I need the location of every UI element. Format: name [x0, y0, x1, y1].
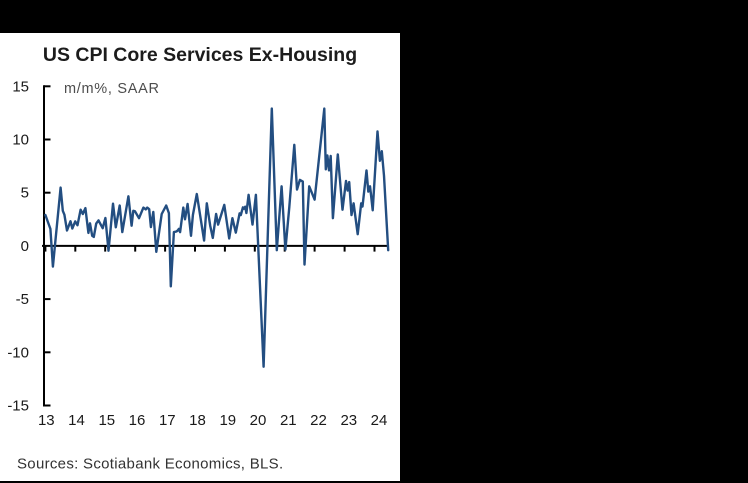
svg-text:18: 18 — [189, 412, 206, 429]
svg-text:Sources: Scotiabank Economics,: Sources: Scotiabank Economics, BLS. — [17, 456, 283, 473]
svg-text:-10: -10 — [7, 344, 29, 361]
svg-text:-5: -5 — [16, 291, 29, 308]
svg-text:10: 10 — [12, 132, 29, 149]
svg-text:5: 5 — [21, 185, 29, 202]
svg-text:14: 14 — [68, 412, 85, 429]
svg-text:21: 21 — [280, 412, 297, 429]
svg-text:-15: -15 — [7, 398, 29, 415]
svg-text:24: 24 — [371, 412, 388, 429]
svg-text:15: 15 — [12, 78, 29, 95]
svg-text:17: 17 — [159, 412, 176, 429]
svg-text:16: 16 — [129, 412, 146, 429]
svg-text:15: 15 — [98, 412, 115, 429]
svg-text:0: 0 — [21, 238, 29, 255]
svg-text:m/m%, SAAR: m/m%, SAAR — [64, 81, 160, 97]
svg-text:13: 13 — [38, 412, 55, 429]
svg-text:19: 19 — [219, 412, 236, 429]
svg-text:23: 23 — [340, 412, 357, 429]
svg-text:US CPI Core Services Ex-Housin: US CPI Core Services Ex-Housing — [43, 44, 357, 66]
svg-text:20: 20 — [250, 412, 267, 429]
svg-text:22: 22 — [310, 412, 327, 429]
